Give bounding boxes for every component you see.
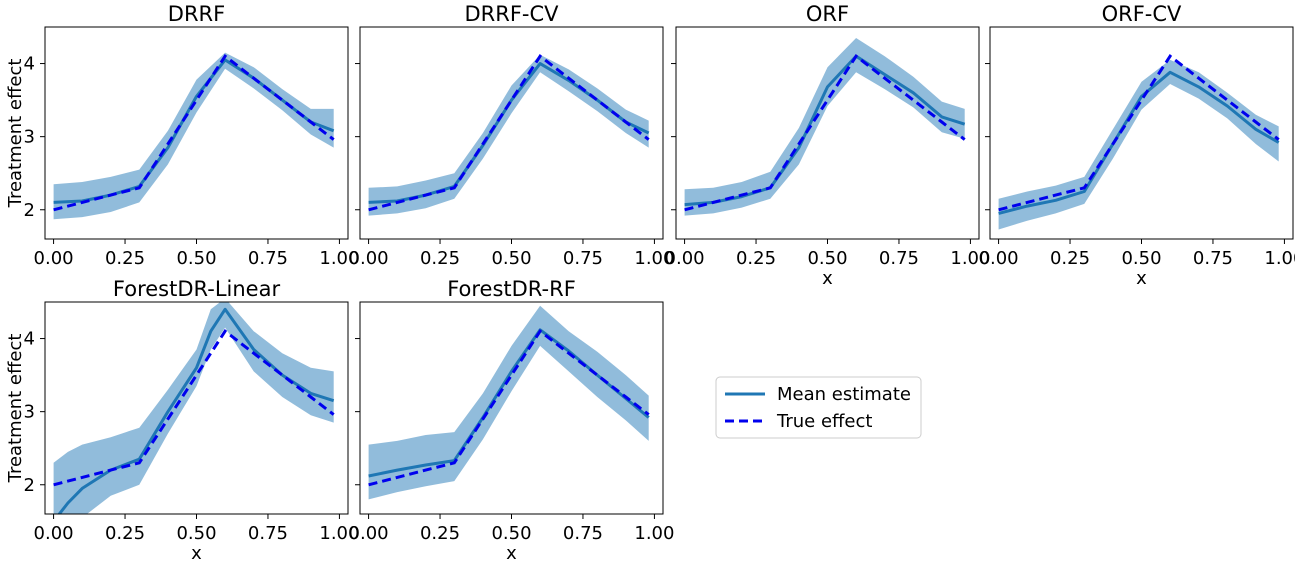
subplot-title: ForestDR-Linear bbox=[113, 277, 281, 301]
x-tick-label: 0.50 bbox=[176, 248, 216, 269]
y-tick-label: 3 bbox=[24, 402, 35, 423]
confidence-band bbox=[53, 302, 334, 514]
x-tick-label: 0.75 bbox=[563, 248, 603, 269]
x-tick-label: 0.00 bbox=[34, 523, 74, 544]
subplot-title: DRRF-CV bbox=[464, 2, 559, 26]
mean-estimate-line bbox=[368, 62, 650, 204]
confidence-band bbox=[684, 38, 965, 216]
legend-box bbox=[715, 376, 922, 439]
x-tick-label: 0.25 bbox=[736, 248, 776, 269]
x-tick-label: 0.25 bbox=[1050, 248, 1090, 269]
true-effect-line bbox=[368, 329, 650, 487]
true-effect-line bbox=[998, 54, 1280, 212]
subplot-title: ForestDR-RF bbox=[447, 277, 576, 301]
subplot-drrf: 0.00 0.25 0.50 0.75 1.00 2 3 4 DRRF Treatment eff… bbox=[5, 2, 359, 269]
x-tick-label: 0.25 bbox=[105, 523, 145, 544]
legend: Mean estimate True effect bbox=[715, 376, 922, 439]
subplot-forestdr-linear: 0.00 0.25 0.50 0.75 1.00 2 3 4 ForestDR-Linear x T… bbox=[5, 277, 359, 564]
x-tick-label: 0.75 bbox=[248, 248, 288, 269]
y-tick-label: 4 bbox=[24, 54, 35, 75]
x-tick-label: 0.75 bbox=[879, 248, 919, 269]
y-axis-label: Treatment effect bbox=[5, 334, 26, 484]
x-axis-label: x bbox=[506, 543, 517, 564]
subplot-forestdr-rf: 0.00 0.25 0.50 0.75 1.00 ForestDR-RF x bbox=[349, 277, 675, 564]
confidence-band bbox=[53, 52, 334, 220]
x-tick-label: 0.75 bbox=[248, 523, 288, 544]
y-tick-label: 4 bbox=[24, 329, 35, 350]
true-effect-line bbox=[53, 54, 335, 212]
x-tick-label: 0.50 bbox=[491, 523, 531, 544]
x-axis-label: x bbox=[1136, 268, 1147, 289]
subplot-orf: 0.00 0.25 0.50 0.75 1.00 ORF x bbox=[665, 2, 991, 289]
true-effect-line bbox=[684, 54, 966, 212]
x-tick-label: 0.00 bbox=[665, 248, 705, 269]
y-tick-label: 3 bbox=[24, 127, 35, 148]
x-axis-label: x bbox=[191, 543, 202, 564]
x-tick-label: 0.00 bbox=[34, 248, 74, 269]
x-tick-label: 0.00 bbox=[349, 248, 389, 269]
confidence-band bbox=[368, 54, 649, 216]
plot-area bbox=[998, 54, 1280, 230]
x-tick-label: 1.00 bbox=[950, 248, 990, 269]
x-axis-label: x bbox=[822, 268, 833, 289]
plot-area bbox=[368, 54, 650, 216]
true-effect-line bbox=[368, 54, 650, 212]
x-tick-label: 1.00 bbox=[634, 248, 674, 269]
x-tick-label: 1.00 bbox=[634, 523, 674, 544]
x-tick-label: 0.50 bbox=[807, 248, 847, 269]
x-tick-label: 0.75 bbox=[563, 523, 603, 544]
x-tick-label: 1.00 bbox=[1264, 248, 1295, 269]
plot-area bbox=[53, 52, 335, 220]
subplot-drrf-cv: 0.00 0.25 0.50 0.75 1.00 DRRF-CV bbox=[349, 2, 675, 269]
plot-area bbox=[53, 302, 335, 514]
legend-label-true-effect: True effect bbox=[776, 411, 872, 432]
plot-area bbox=[368, 305, 650, 500]
confidence-band bbox=[998, 59, 1279, 230]
legend-label-mean-estimate: Mean estimate bbox=[777, 384, 911, 405]
mean-estimate-line bbox=[57, 307, 335, 514]
subplot-title: ORF bbox=[806, 2, 849, 26]
x-tick-label: 0.50 bbox=[1121, 248, 1161, 269]
y-tick-label: 2 bbox=[24, 475, 35, 496]
x-tick-label: 0.50 bbox=[176, 523, 216, 544]
x-tick-label: 0.25 bbox=[420, 248, 460, 269]
x-tick-label: 0.75 bbox=[1193, 248, 1233, 269]
x-tick-label: 1.00 bbox=[319, 248, 359, 269]
subplot-title: ORF-CV bbox=[1102, 2, 1182, 26]
x-tick-label: 0.25 bbox=[105, 248, 145, 269]
confidence-band bbox=[368, 305, 649, 500]
y-tick-label: 2 bbox=[24, 200, 35, 221]
x-tick-label: 0.25 bbox=[420, 523, 460, 544]
subplot-orf-cv: 0.00 0.25 0.50 0.75 1.00 ORF-CV x bbox=[979, 2, 1295, 289]
mean-estimate-line bbox=[998, 70, 1280, 215]
x-tick-label: 0.50 bbox=[491, 248, 531, 269]
subplot-grid: 0.00 0.25 0.50 0.75 1.00 2 3 4 DRRF Treatment eff… bbox=[5, 2, 1295, 564]
x-tick-label: 1.00 bbox=[319, 523, 359, 544]
plot-area bbox=[684, 38, 966, 216]
x-tick-label: 0.00 bbox=[979, 248, 1019, 269]
x-tick-label: 0.00 bbox=[349, 523, 389, 544]
y-axis-label: Treatment effect bbox=[5, 59, 26, 209]
subplot-title: DRRF bbox=[168, 2, 225, 26]
true-effect-line bbox=[53, 329, 335, 487]
